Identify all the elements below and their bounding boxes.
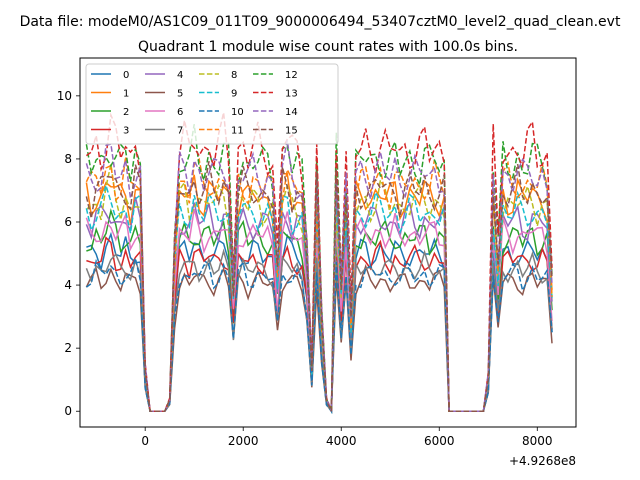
legend-label-0: 0 xyxy=(123,70,129,81)
legend-label-12: 12 xyxy=(285,70,298,81)
legend-label-3: 3 xyxy=(123,126,129,137)
y-tick-label: 0 xyxy=(64,404,72,418)
y-tick-label: 2 xyxy=(64,341,72,355)
x-tick-label: 4000 xyxy=(326,434,357,448)
legend-label-7: 7 xyxy=(177,126,183,137)
legend-label-15: 15 xyxy=(285,126,298,137)
legend-label-5: 5 xyxy=(177,89,183,100)
chart-title: Quadrant 1 module wise count rates with … xyxy=(138,39,518,55)
legend-label-11: 11 xyxy=(231,126,244,137)
x-offset-label: +4.9268e8 xyxy=(509,454,576,468)
legend-label-6: 6 xyxy=(177,107,183,118)
y-axis: 0 2 4 6 8 10 xyxy=(57,89,80,418)
y-tick-label: 4 xyxy=(64,278,72,292)
legend-label-13: 13 xyxy=(285,89,298,100)
y-tick-label: 6 xyxy=(64,215,72,229)
legend-label-2: 2 xyxy=(123,107,129,118)
x-tick-label: 2000 xyxy=(228,434,259,448)
series-line-15 xyxy=(85,161,553,412)
legend-label-1: 1 xyxy=(123,89,129,100)
y-tick-label: 8 xyxy=(64,152,72,166)
x-tick-label: 0 xyxy=(141,434,149,448)
legend-label-14: 14 xyxy=(285,107,298,118)
x-tick-label: 8000 xyxy=(522,434,553,448)
x-axis: 0 2000 4000 6000 8000 xyxy=(141,427,553,448)
plot-series-group xyxy=(85,112,553,415)
legend-label-8: 8 xyxy=(231,70,237,81)
legend-label-9: 9 xyxy=(231,89,237,100)
plot-frame xyxy=(79,57,577,428)
legend-label-4: 4 xyxy=(177,70,183,81)
y-tick-label: 10 xyxy=(57,89,72,103)
legend-box xyxy=(85,63,339,145)
legend-label-10: 10 xyxy=(231,107,244,118)
figure-suptitle: Data file: modeM0/AS1C09_011T09_90000064… xyxy=(20,14,621,30)
x-tick-label: 6000 xyxy=(424,434,455,448)
